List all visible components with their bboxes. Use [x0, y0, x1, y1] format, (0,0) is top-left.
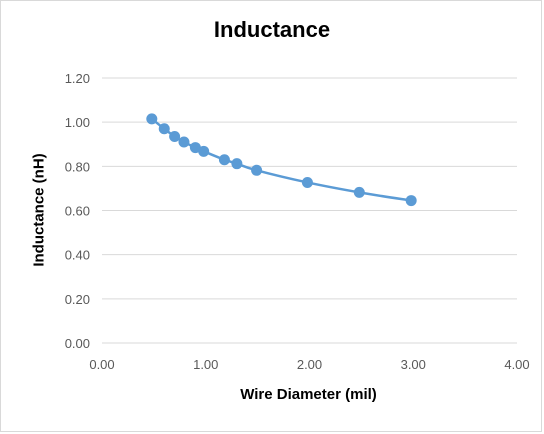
data-point [158, 123, 170, 135]
data-point [405, 195, 417, 207]
data-point [178, 136, 190, 148]
y-tick-label: 0.80 [65, 159, 90, 174]
y-tick-label: 0.00 [65, 336, 90, 351]
data-point [251, 164, 263, 176]
data-point [198, 145, 210, 157]
data-point [169, 131, 181, 143]
series-layer [146, 113, 417, 207]
data-point [146, 113, 158, 125]
data-point [301, 176, 313, 188]
series-line [150, 117, 413, 202]
x-tick-labels: 0.00 1.00 2.00 3.00 4.00 [89, 357, 529, 372]
data-point [189, 142, 201, 154]
y-tick-labels: 0.00 0.20 0.40 0.60 0.80 1.00 1.20 [65, 71, 90, 351]
x-axis-title: Wire Diameter (mil) [240, 386, 377, 403]
y-tick-label: 1.00 [65, 115, 90, 130]
x-tick-label: 0.00 [89, 357, 114, 372]
data-point [218, 154, 230, 166]
x-tick-label: 1.00 [193, 357, 218, 372]
y-tick-label: 0.20 [65, 292, 90, 307]
x-tick-label: 3.00 [401, 357, 426, 372]
chart-title: Inductance [213, 17, 331, 42]
x-tick-label: 4.00 [504, 357, 529, 372]
y-tick-label: 1.20 [65, 71, 90, 86]
gridlines [102, 77, 517, 344]
y-tick-label: 0.60 [65, 204, 90, 219]
data-point [353, 186, 365, 198]
x-tick-label: 2.00 [297, 357, 322, 372]
data-point [231, 158, 243, 170]
y-tick-label: 0.40 [65, 248, 90, 263]
